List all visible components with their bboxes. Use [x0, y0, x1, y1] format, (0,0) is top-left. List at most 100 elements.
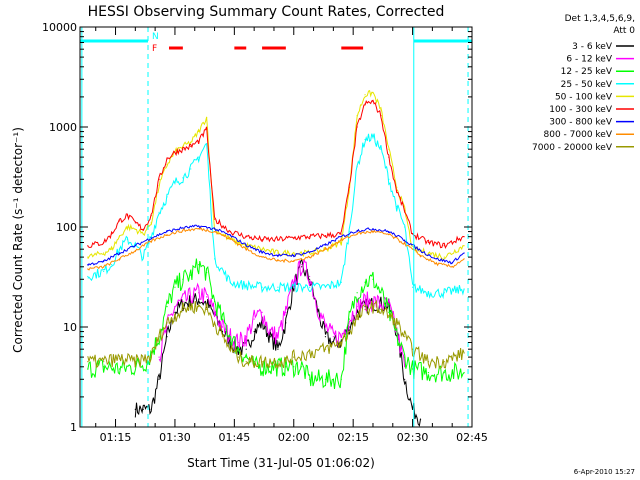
data-point: [277, 361, 279, 363]
data-point: [190, 274, 192, 276]
x-tick-label: 02:45: [456, 431, 488, 444]
data-point: [213, 311, 216, 313]
data-point: [118, 358, 121, 360]
data-point: [285, 322, 287, 324]
data-point: [309, 378, 311, 380]
data-point: [340, 239, 342, 241]
data-point: [198, 140, 200, 142]
data-point: [166, 326, 168, 328]
data-point: [293, 366, 295, 368]
data-point: [293, 286, 295, 288]
legend-label: 12 - 25 keV: [561, 67, 613, 77]
data-point: [158, 178, 160, 180]
data-point: [293, 260, 295, 262]
data-point: [463, 352, 465, 354]
data-point: [103, 252, 105, 254]
data-point: [340, 241, 342, 244]
data-point: [166, 164, 168, 166]
data-point: [388, 156, 390, 158]
data-point: [142, 408, 144, 410]
data-point: [261, 251, 263, 253]
series-group: [87, 258, 465, 390]
series-group: [158, 259, 406, 368]
data-point: [134, 361, 136, 363]
y-tick-label: 1: [70, 421, 77, 434]
data-point: [396, 186, 398, 188]
data-point: [309, 236, 311, 238]
data-point: [372, 92, 374, 94]
data-point: [435, 263, 437, 265]
data-point: [206, 271, 208, 274]
data-point: [372, 100, 374, 103]
legend-label: 3 - 6 keV: [572, 42, 613, 52]
data-point: [245, 284, 247, 287]
series-group: [87, 299, 465, 370]
x-tick-label: 02:00: [278, 431, 310, 444]
data-point: [134, 250, 136, 252]
data-point: [245, 244, 247, 246]
data-point: [229, 281, 231, 283]
data-point: [332, 336, 334, 338]
data-point: [356, 115, 358, 117]
data-point: [443, 371, 445, 374]
data-point: [348, 186, 350, 188]
data-point: [213, 322, 216, 324]
data-point: [213, 300, 216, 303]
data-point: [166, 305, 168, 308]
data-point: [110, 264, 113, 266]
data-point: [309, 256, 311, 258]
data-point: [245, 356, 247, 358]
data-point: [87, 275, 89, 278]
data-point: [380, 108, 382, 110]
data-point: [221, 326, 224, 328]
chart-title: HESSI Observing Summary Count Rates, Cor…: [88, 4, 445, 20]
data-point: [190, 305, 192, 308]
data-point: [463, 245, 465, 247]
x-tick-label: 01:30: [159, 431, 191, 444]
y-tick-label: 100: [56, 221, 77, 234]
data-point: [174, 286, 176, 288]
data-point: [245, 236, 247, 238]
data-point: [324, 378, 327, 380]
data-point: [87, 256, 89, 258]
data-point: [174, 151, 176, 153]
legend-label: 100 - 300 keV: [549, 105, 613, 115]
series-line: [87, 99, 465, 249]
data-point: [380, 292, 382, 294]
data-point: [293, 254, 295, 256]
data-point: [419, 254, 422, 256]
data-point: [340, 336, 342, 338]
data-point: [301, 366, 303, 368]
data-point: [427, 252, 430, 254]
series-group: [87, 227, 465, 271]
data-point: [182, 177, 184, 179]
data-point: [182, 308, 184, 310]
legend-label: 7000 - 20000 keV: [532, 143, 613, 153]
data-point: [404, 210, 406, 212]
data-point: [293, 237, 295, 239]
data-point: [404, 226, 406, 228]
data-point: [419, 418, 422, 420]
data-point: [134, 228, 136, 230]
data-point: [411, 286, 414, 288]
series-group: [87, 99, 465, 249]
data-point: [340, 233, 342, 235]
series-line: [87, 90, 465, 261]
data-point: [364, 300, 366, 303]
data-point: [463, 288, 465, 290]
data-point: [285, 366, 287, 368]
data-point: [245, 336, 247, 338]
data-point: [356, 292, 358, 294]
data-point: [237, 341, 239, 344]
data-point: [411, 408, 414, 410]
x-tick-label: 02:30: [397, 431, 429, 444]
data-point: [443, 256, 445, 258]
data-point: [404, 366, 406, 368]
data-point: [221, 330, 224, 333]
data-point: [396, 190, 398, 192]
data-point: [324, 348, 327, 350]
data-point: [261, 238, 263, 241]
data-point: [213, 228, 216, 230]
data-point: [388, 233, 390, 236]
data-point: [463, 236, 465, 238]
